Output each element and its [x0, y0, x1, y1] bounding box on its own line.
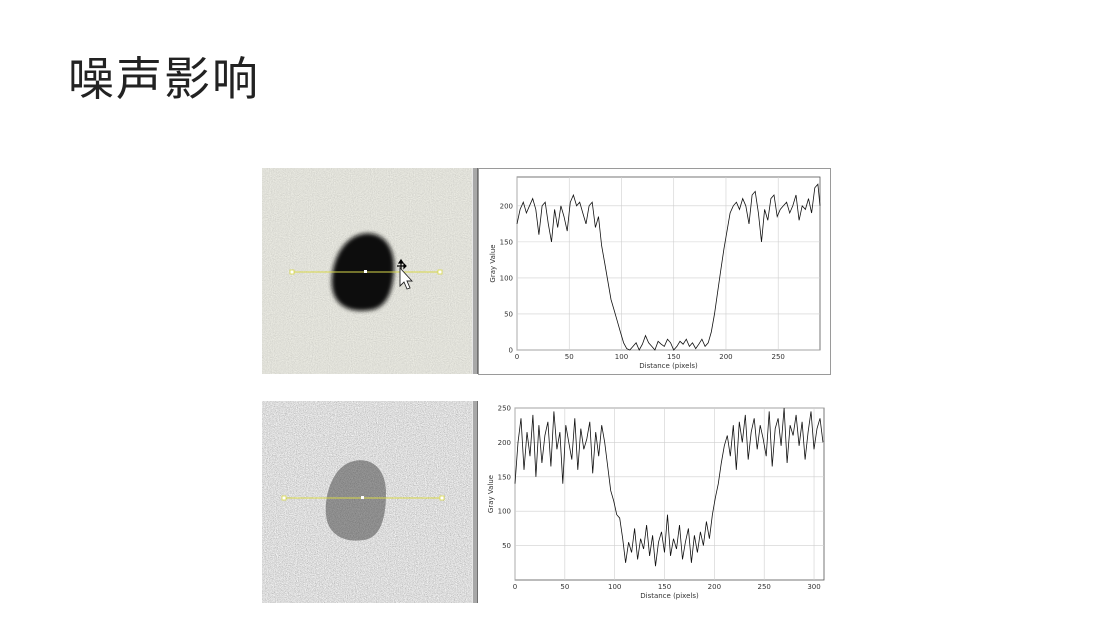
y-tick-label: 250 — [498, 405, 511, 413]
profile-series-line — [514, 407, 824, 567]
x-tick-label: 150 — [667, 353, 680, 361]
x-axis-label: Distance (pixels) — [640, 592, 699, 600]
y-tick-label: 100 — [500, 274, 513, 282]
y-tick-label: 50 — [504, 310, 513, 318]
x-tick-label: 50 — [565, 353, 574, 361]
y-tick-label: 200 — [498, 439, 511, 447]
y-tick-label: 150 — [498, 473, 511, 481]
profile-handle-mid — [364, 270, 367, 273]
x-tick-label: 0 — [513, 583, 517, 591]
x-tick-label: 50 — [560, 583, 569, 591]
bottom-image-panel[interactable] — [262, 401, 472, 603]
y-axis-label: Gray Value — [489, 244, 497, 282]
arrow-cursor-icon — [399, 266, 414, 290]
profile-handle-mid — [361, 496, 364, 499]
x-tick-label: 250 — [758, 583, 771, 591]
y-tick-label: 200 — [500, 202, 513, 210]
plot-area — [516, 176, 821, 351]
x-tick-label: 150 — [658, 583, 671, 591]
profile-handle-right — [437, 269, 443, 275]
y-tick-label: 50 — [502, 542, 511, 550]
x-tick-label: 200 — [719, 353, 732, 361]
top-panel-divider[interactable] — [472, 168, 478, 374]
x-tick-label: 200 — [708, 583, 721, 591]
x-tick-label: 100 — [608, 583, 621, 591]
y-tick-label: 0 — [509, 347, 513, 355]
plot-area — [514, 407, 825, 581]
slide-title: 噪声影响 — [68, 52, 260, 106]
top-image-panel[interactable] — [262, 168, 472, 374]
y-tick-label: 150 — [500, 238, 513, 246]
x-tick-label: 0 — [515, 353, 519, 361]
x-tick-label: 100 — [615, 353, 628, 361]
profile-handle-left — [281, 495, 287, 501]
y-tick-label: 100 — [498, 508, 511, 516]
y-axis-label: Gray Value — [487, 475, 495, 513]
x-tick-label: 250 — [772, 353, 785, 361]
bottom-panel-divider[interactable] — [472, 401, 478, 603]
top-profile-chart: 0 50 100 150 200 250 0 50 100 150 200 Distance (pix… — [478, 168, 831, 375]
x-tick-label: 300 — [807, 583, 820, 591]
bottom-profile-chart: 0 50 100 150 200 250 300 50 100 150 200 250 Distance… — [482, 400, 828, 606]
profile-handle-right — [439, 495, 445, 501]
move-arrows-icon — [397, 258, 407, 272]
x-axis-label: Distance (pixels) — [639, 362, 698, 370]
profile-series-line — [516, 183, 821, 351]
profile-handle-left — [289, 269, 295, 275]
